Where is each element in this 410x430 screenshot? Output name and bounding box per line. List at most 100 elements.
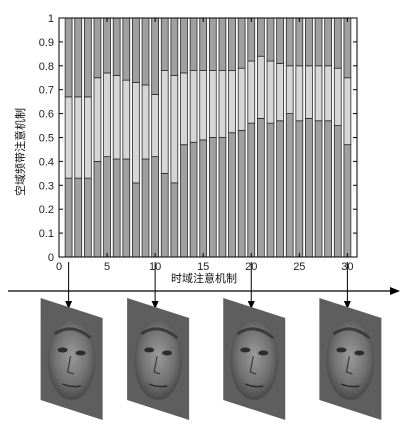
bar-segment bbox=[64, 96, 73, 179]
face-shape bbox=[47, 320, 96, 400]
bar-segment bbox=[151, 17, 159, 95]
bar-segment bbox=[180, 17, 188, 74]
right-eye bbox=[354, 350, 365, 356]
bar-segment bbox=[122, 79, 131, 160]
bar-segment bbox=[189, 17, 198, 71]
bar-segment bbox=[160, 17, 169, 71]
bar-segment bbox=[324, 65, 333, 122]
hairline bbox=[53, 327, 92, 340]
y-tick-label: 0.4 bbox=[39, 156, 54, 168]
bar-segment bbox=[276, 17, 284, 64]
bar-segment bbox=[276, 63, 284, 122]
bar-segment bbox=[160, 70, 169, 174]
bar-segment bbox=[64, 177, 73, 258]
bar-segment bbox=[305, 17, 313, 67]
nose bbox=[249, 355, 257, 375]
bar-segment bbox=[218, 137, 227, 258]
face-shape bbox=[230, 320, 279, 400]
bar-segment bbox=[333, 17, 342, 69]
bar-segment bbox=[74, 177, 83, 258]
bar-segment bbox=[324, 17, 333, 67]
right-eye bbox=[258, 350, 269, 356]
frame-marker-arrowhead bbox=[151, 301, 159, 309]
face-frame-20 bbox=[223, 298, 286, 420]
bar-segment bbox=[295, 17, 304, 67]
bar-segment bbox=[228, 17, 236, 71]
bar-segment bbox=[343, 17, 352, 79]
bar-segment bbox=[257, 17, 265, 57]
y-axis-label: 空域频带注意机制 bbox=[13, 108, 27, 196]
y-tick-label: 0 bbox=[48, 252, 54, 264]
bar-segment bbox=[266, 60, 275, 124]
y-tick-label: 0.8 bbox=[39, 61, 54, 73]
bar-segment bbox=[170, 17, 179, 76]
x-tick-label: 0 bbox=[56, 261, 62, 273]
bar-segment bbox=[305, 117, 313, 258]
axes-layer: 00.10.20.30.40.50.60.70.80.910 5 10 15 20 25 3… bbox=[39, 13, 358, 273]
bar-segment bbox=[266, 122, 275, 258]
face-frames bbox=[40, 298, 382, 420]
bar-segment bbox=[276, 120, 284, 258]
bar-segment bbox=[64, 17, 73, 98]
bar-segment bbox=[343, 77, 352, 146]
bar-segment bbox=[247, 17, 256, 62]
face-frame-10 bbox=[127, 298, 190, 420]
bar-segment bbox=[103, 156, 111, 258]
y-tick-label: 0.7 bbox=[39, 85, 54, 97]
x-axis-label: 时域注意机制 bbox=[171, 271, 237, 285]
bar-segment bbox=[180, 72, 188, 146]
bar-segment bbox=[305, 65, 313, 119]
bar-segment bbox=[141, 17, 150, 86]
bar-segment bbox=[112, 17, 121, 76]
bar-segment bbox=[314, 120, 323, 258]
bar-segment bbox=[343, 144, 352, 258]
bar-segment bbox=[237, 129, 246, 258]
bar-segment bbox=[237, 67, 246, 131]
mouth bbox=[148, 383, 168, 388]
bar-segment bbox=[199, 139, 208, 258]
bar-segment bbox=[141, 158, 150, 258]
bar-segment bbox=[122, 158, 131, 258]
bar-segment bbox=[74, 96, 83, 179]
bar-segment bbox=[228, 132, 236, 258]
bar-segment bbox=[151, 94, 159, 158]
mouth bbox=[341, 383, 360, 388]
bar-segment bbox=[189, 141, 198, 258]
bar-segment bbox=[170, 74, 179, 184]
mouth bbox=[62, 383, 81, 388]
hairline bbox=[140, 327, 179, 340]
bar-segment bbox=[247, 60, 256, 124]
bar-segment bbox=[208, 70, 217, 138]
bar-segment bbox=[170, 182, 179, 258]
bar-segment bbox=[333, 67, 342, 126]
bar-segment bbox=[132, 182, 140, 258]
bar-segment bbox=[333, 125, 342, 258]
y-tick-label: 0.3 bbox=[39, 180, 54, 192]
frame-marker-arrowhead bbox=[247, 301, 255, 309]
left-eye bbox=[144, 347, 155, 353]
bar-segment bbox=[103, 17, 111, 74]
right-eye bbox=[162, 350, 173, 356]
face-shape bbox=[134, 320, 183, 400]
frame-marker-arrowhead bbox=[65, 301, 73, 309]
bar-segment bbox=[208, 17, 217, 71]
x-tick-label: 25 bbox=[293, 261, 305, 273]
y-tick-label: 0.9 bbox=[39, 37, 54, 49]
left-eye bbox=[57, 347, 68, 353]
y-tick-label: 0.6 bbox=[39, 109, 54, 121]
timeline-arrowhead bbox=[390, 287, 400, 295]
y-tick-label: 0.2 bbox=[39, 204, 54, 216]
x-tick-label: 15 bbox=[197, 261, 209, 273]
bar-segment bbox=[324, 120, 333, 258]
mouth bbox=[244, 383, 264, 388]
hairline bbox=[332, 327, 371, 340]
bar-segment bbox=[295, 65, 304, 122]
bar-segment bbox=[199, 17, 208, 71]
face-shape bbox=[326, 320, 375, 400]
bar-segment bbox=[160, 172, 169, 258]
nose bbox=[153, 355, 161, 375]
bar-segment bbox=[285, 113, 294, 258]
nose bbox=[66, 355, 74, 375]
bar-segment bbox=[257, 55, 265, 119]
